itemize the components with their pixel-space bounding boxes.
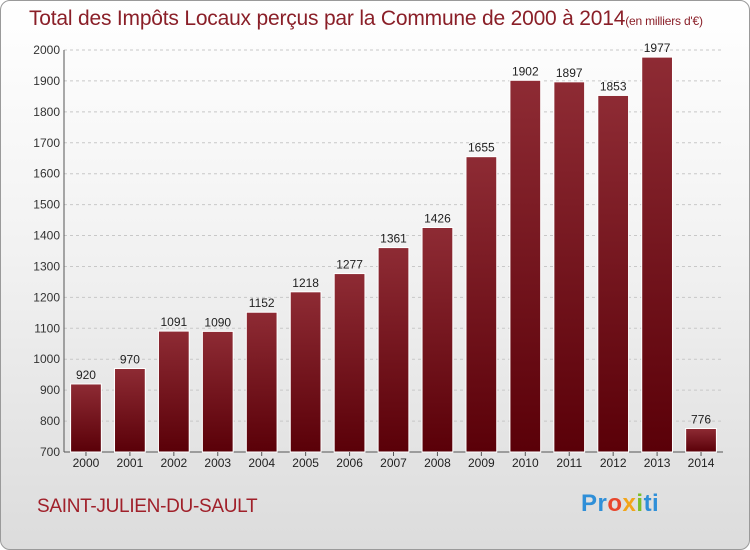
y-tick-label: 1600 bbox=[33, 167, 60, 181]
bar bbox=[597, 94, 630, 453]
y-tick-label: 1800 bbox=[33, 105, 60, 119]
y-tick-label: 700 bbox=[40, 445, 60, 459]
data-label: 1218 bbox=[292, 276, 319, 290]
data-label: 1902 bbox=[512, 64, 539, 78]
data-label: 1897 bbox=[556, 66, 583, 80]
bar bbox=[157, 330, 190, 453]
y-tick-label: 1000 bbox=[33, 352, 60, 366]
data-label: 776 bbox=[691, 412, 711, 426]
bar bbox=[377, 247, 410, 453]
x-tick-label: 2009 bbox=[468, 456, 495, 470]
x-tick-label: 2003 bbox=[204, 456, 231, 470]
bar bbox=[333, 273, 366, 453]
y-tick-label: 1500 bbox=[33, 198, 60, 212]
title-unit-note: (en milliers d'€) bbox=[625, 14, 703, 28]
bar bbox=[685, 427, 717, 453]
data-label: 1361 bbox=[380, 232, 407, 246]
bar bbox=[553, 81, 586, 453]
bar bbox=[421, 226, 454, 453]
data-label: 1655 bbox=[468, 141, 495, 155]
y-tick-label: 1100 bbox=[34, 321, 60, 335]
x-tick-label: 2008 bbox=[424, 456, 451, 470]
y-tick-label: 1300 bbox=[33, 259, 60, 273]
y-tick-label: 800 bbox=[40, 414, 60, 428]
y-tick-label: 1400 bbox=[33, 229, 60, 243]
proxiti-logo[interactable]: Proxiti bbox=[581, 490, 660, 517]
data-label: 1426 bbox=[424, 211, 451, 225]
data-label: 970 bbox=[120, 353, 140, 367]
y-tick-label: 1700 bbox=[33, 136, 60, 150]
x-tick-label: 2013 bbox=[644, 456, 671, 470]
x-tick-label: 2010 bbox=[512, 456, 539, 470]
y-tick-label: 900 bbox=[40, 383, 60, 397]
chart-title: Total des Impôts Locaux perçus par la Co… bbox=[29, 7, 703, 31]
x-tick-label: 2001 bbox=[117, 456, 144, 470]
bar bbox=[70, 383, 102, 453]
bar bbox=[114, 368, 146, 453]
y-tick-label: 1900 bbox=[33, 74, 60, 88]
data-label: 1152 bbox=[249, 296, 275, 310]
x-tick-label: 2005 bbox=[292, 456, 319, 470]
x-tick-label: 2004 bbox=[248, 456, 275, 470]
y-tick-label: 1200 bbox=[33, 290, 60, 304]
x-tick-label: 2002 bbox=[160, 456, 187, 470]
data-label: 920 bbox=[76, 368, 96, 382]
data-label: 1853 bbox=[600, 79, 627, 93]
bar bbox=[289, 291, 322, 453]
bar bbox=[641, 56, 673, 453]
x-tick-label: 2007 bbox=[380, 456, 407, 470]
bar bbox=[201, 330, 234, 453]
x-tick-label: 2012 bbox=[600, 456, 627, 470]
x-tick-label: 2011 bbox=[556, 456, 582, 470]
commune-name: SAINT-JULIEN-DU-SAULT bbox=[37, 496, 258, 517]
data-label: 1977 bbox=[644, 41, 671, 55]
bar bbox=[245, 311, 278, 453]
x-tick-label: 2014 bbox=[688, 456, 715, 470]
y-tick-label: 2000 bbox=[33, 43, 60, 57]
x-tick-label: 2000 bbox=[73, 456, 100, 470]
title-text: Total des Impôts Locaux perçus par la Co… bbox=[29, 7, 626, 30]
x-tick-label: 2006 bbox=[336, 456, 363, 470]
data-label: 1090 bbox=[204, 315, 231, 329]
bar bbox=[465, 156, 498, 453]
data-label: 1091 bbox=[160, 315, 187, 329]
bar bbox=[509, 79, 542, 453]
data-label: 1277 bbox=[336, 258, 363, 272]
